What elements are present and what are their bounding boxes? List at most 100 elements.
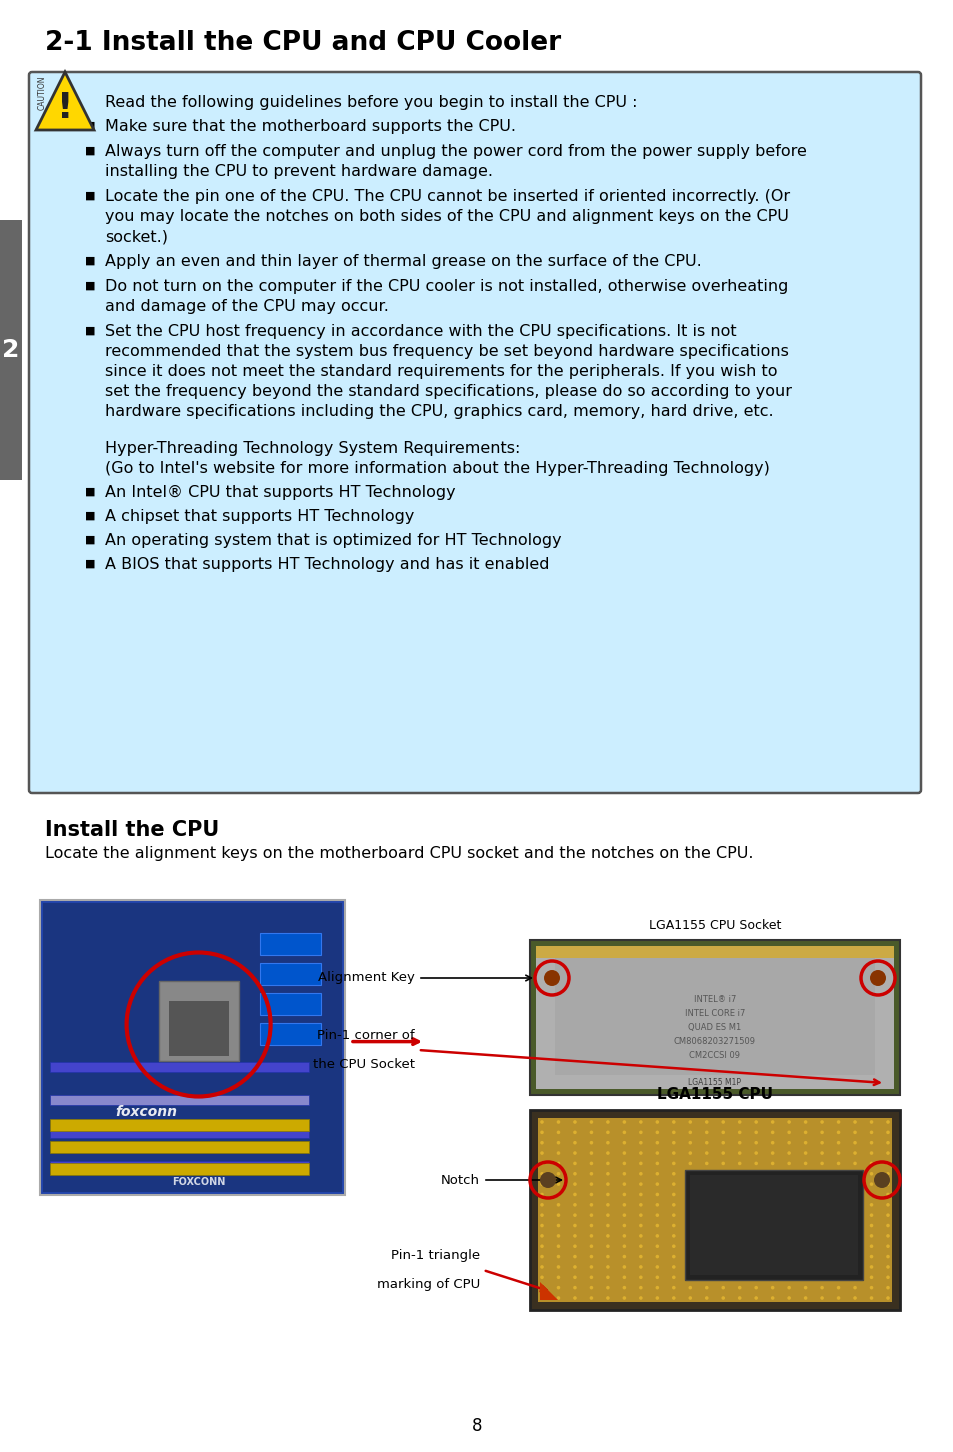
Circle shape: [622, 1141, 625, 1144]
Circle shape: [885, 1214, 889, 1217]
Text: CM8068203271509: CM8068203271509: [673, 1037, 755, 1045]
Circle shape: [820, 1286, 823, 1289]
Circle shape: [852, 1151, 856, 1154]
Circle shape: [573, 1234, 577, 1237]
Circle shape: [852, 1297, 856, 1300]
Circle shape: [539, 1131, 543, 1134]
Text: 2-1 Install the CPU and CPU Cooler: 2-1 Install the CPU and CPU Cooler: [45, 30, 560, 57]
Circle shape: [820, 1234, 823, 1237]
Text: Locate the alignment keys on the motherboard CPU socket and the notches on the C: Locate the alignment keys on the motherb…: [45, 847, 753, 861]
Circle shape: [639, 1214, 642, 1217]
Circle shape: [885, 1297, 889, 1300]
Circle shape: [852, 1119, 856, 1124]
Circle shape: [539, 1119, 543, 1124]
Circle shape: [770, 1255, 774, 1259]
Circle shape: [589, 1234, 593, 1237]
Circle shape: [786, 1192, 790, 1196]
Circle shape: [688, 1286, 691, 1289]
Circle shape: [622, 1244, 625, 1249]
Circle shape: [820, 1182, 823, 1186]
Circle shape: [737, 1244, 740, 1249]
Circle shape: [803, 1297, 806, 1300]
Circle shape: [704, 1214, 708, 1217]
Circle shape: [820, 1224, 823, 1227]
Circle shape: [557, 1119, 559, 1124]
Circle shape: [770, 1234, 774, 1237]
Circle shape: [869, 1204, 872, 1207]
Circle shape: [557, 1141, 559, 1144]
Circle shape: [539, 1275, 543, 1279]
Text: CAUTION: CAUTION: [38, 76, 47, 110]
Circle shape: [605, 1255, 609, 1259]
Circle shape: [573, 1182, 577, 1186]
Circle shape: [557, 1151, 559, 1154]
Circle shape: [770, 1297, 774, 1300]
Text: 8: 8: [471, 1417, 482, 1435]
Circle shape: [557, 1234, 559, 1237]
Circle shape: [539, 1151, 543, 1154]
Circle shape: [754, 1192, 758, 1196]
Circle shape: [786, 1151, 790, 1154]
Circle shape: [671, 1141, 675, 1144]
Text: (Go to Intel's website for more information about the Hyper-Threading Technology: (Go to Intel's website for more informat…: [105, 460, 769, 476]
Circle shape: [622, 1204, 625, 1207]
Circle shape: [671, 1297, 675, 1300]
Circle shape: [836, 1297, 840, 1300]
Bar: [0, 221, 22, 481]
Text: An operating system that is optimized for HT Technology: An operating system that is optimized fo…: [105, 533, 561, 547]
Circle shape: [605, 1224, 609, 1227]
Circle shape: [557, 1204, 559, 1207]
Text: FOXCONN: FOXCONN: [172, 1178, 225, 1186]
Circle shape: [539, 1172, 556, 1188]
Circle shape: [539, 1192, 543, 1196]
Circle shape: [688, 1214, 691, 1217]
Text: Pin-1 triangle: Pin-1 triangle: [391, 1249, 479, 1262]
Circle shape: [543, 970, 559, 986]
Text: ■: ■: [85, 282, 95, 290]
Circle shape: [737, 1234, 740, 1237]
Text: LGA1155 CPU: LGA1155 CPU: [657, 1088, 772, 1102]
Circle shape: [786, 1204, 790, 1207]
Circle shape: [671, 1172, 675, 1176]
Text: the CPU Socket: the CPU Socket: [313, 1059, 415, 1072]
Circle shape: [885, 1244, 889, 1249]
Circle shape: [557, 1265, 559, 1269]
Circle shape: [852, 1224, 856, 1227]
Circle shape: [589, 1192, 593, 1196]
Circle shape: [737, 1192, 740, 1196]
Text: ■: ■: [85, 121, 95, 131]
Circle shape: [803, 1255, 806, 1259]
Circle shape: [605, 1119, 609, 1124]
Circle shape: [786, 1265, 790, 1269]
Text: Make sure that the motherboard supports the CPU.: Make sure that the motherboard supports …: [105, 119, 516, 134]
Circle shape: [671, 1286, 675, 1289]
Circle shape: [605, 1172, 609, 1176]
Polygon shape: [36, 73, 94, 131]
Circle shape: [573, 1172, 577, 1176]
Circle shape: [671, 1265, 675, 1269]
Circle shape: [655, 1275, 659, 1279]
Circle shape: [589, 1214, 593, 1217]
Text: ■: ■: [85, 192, 95, 200]
Circle shape: [786, 1255, 790, 1259]
Circle shape: [720, 1151, 724, 1154]
Circle shape: [704, 1119, 708, 1124]
Circle shape: [820, 1162, 823, 1165]
Circle shape: [589, 1119, 593, 1124]
Circle shape: [671, 1224, 675, 1227]
Circle shape: [852, 1131, 856, 1134]
Circle shape: [803, 1265, 806, 1269]
Circle shape: [688, 1204, 691, 1207]
Circle shape: [720, 1119, 724, 1124]
Circle shape: [786, 1244, 790, 1249]
Circle shape: [720, 1244, 724, 1249]
Circle shape: [655, 1214, 659, 1217]
Circle shape: [869, 1244, 872, 1249]
Circle shape: [605, 1182, 609, 1186]
Circle shape: [737, 1172, 740, 1176]
Circle shape: [786, 1275, 790, 1279]
Circle shape: [622, 1255, 625, 1259]
Circle shape: [770, 1182, 774, 1186]
Circle shape: [688, 1119, 691, 1124]
Circle shape: [737, 1224, 740, 1227]
